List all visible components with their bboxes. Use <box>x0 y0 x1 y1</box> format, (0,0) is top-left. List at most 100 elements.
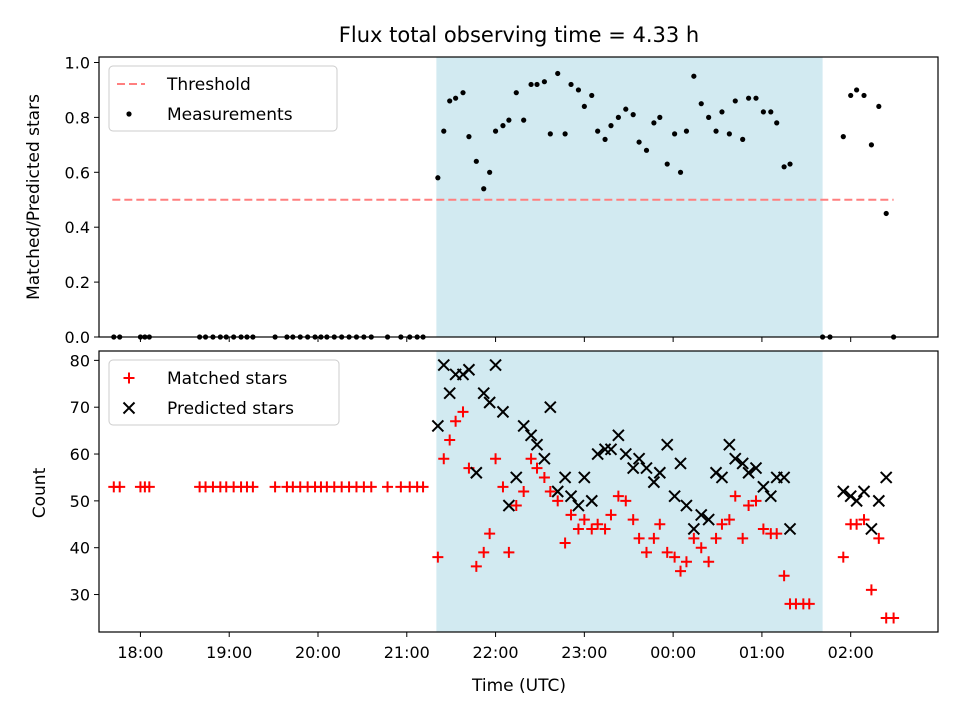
matched-star-point <box>803 598 815 610</box>
measurement-point <box>506 117 512 123</box>
predicted-star-point <box>489 358 502 372</box>
legend-label: Measurements <box>167 105 293 125</box>
legend-label: Predicted stars <box>167 399 294 419</box>
measurement-point <box>466 134 472 140</box>
series-measurements <box>111 70 897 340</box>
predicted-star-point <box>564 489 578 503</box>
matched-star-point <box>444 434 456 446</box>
predicted-star-point <box>470 466 483 479</box>
top-y-axis-label: Matched/Predicted stars <box>24 94 44 300</box>
observing-window-shade <box>436 351 823 632</box>
y-tick-label: 40 <box>70 539 90 558</box>
predicted-star-point <box>736 457 749 470</box>
measurement-point <box>595 128 601 134</box>
predicted-star-point <box>723 438 736 451</box>
matched-star-point <box>648 532 660 544</box>
matched-star-point <box>710 532 722 544</box>
x-tick-label: 19:00 <box>206 643 252 662</box>
legend-predicted-swatch <box>122 401 136 415</box>
measurement-point <box>435 175 441 181</box>
measurement-point <box>740 136 746 142</box>
measurement-point <box>492 128 499 134</box>
matched-star-point <box>858 514 870 526</box>
matched-star-point <box>531 462 543 474</box>
x-tick-label: 22:00 <box>473 643 519 662</box>
predicted-star-point <box>591 447 604 461</box>
matched-star-point <box>490 453 502 465</box>
measurement-point <box>883 210 889 217</box>
measurement-point <box>547 131 553 137</box>
predicted-star-point <box>551 485 564 498</box>
measurement-point <box>562 131 568 137</box>
matched-star-point <box>592 518 604 530</box>
predicted-star-point <box>695 508 708 522</box>
y-tick-label: 0.8 <box>65 108 90 127</box>
measurement-point <box>608 123 614 129</box>
predicted-star-point <box>880 471 893 484</box>
x-tick-label: 00:00 <box>650 643 696 662</box>
measurement-point <box>760 109 766 115</box>
predicted-star-point <box>538 452 551 465</box>
x-tick-label: 20:00 <box>295 643 341 662</box>
series-matched-stars <box>108 406 900 624</box>
predicted-star-point <box>524 429 538 442</box>
matched-star-point <box>559 537 571 549</box>
matched-star-point <box>544 486 556 497</box>
predicted-star-point <box>857 485 871 498</box>
matched-star-point <box>572 523 584 535</box>
measurement-point <box>698 101 704 107</box>
predicted-star-point <box>443 386 456 400</box>
measurement-point <box>643 147 650 153</box>
matched-star-point <box>612 490 624 502</box>
measurement-point <box>541 79 547 85</box>
measurement-point <box>602 136 608 142</box>
measurement-point <box>876 103 882 110</box>
matched-star-point <box>873 532 885 544</box>
measurement-point <box>664 161 670 167</box>
matched-star-point <box>865 584 877 596</box>
predicted-star-point <box>647 475 661 489</box>
matched-star-point <box>586 523 598 535</box>
predicted-star-point <box>872 494 886 508</box>
predicted-star-point <box>585 494 598 508</box>
matched-star-point <box>484 528 496 540</box>
predicted-star-point <box>850 494 863 508</box>
matched-star-point <box>143 481 155 493</box>
x-tick-label: 18:00 <box>117 643 163 662</box>
legend-measurement-swatch <box>126 111 132 117</box>
measurement-point <box>651 120 657 126</box>
measurement-point <box>726 131 732 137</box>
measurement-point <box>630 112 636 118</box>
legend-matched-swatch <box>123 372 135 384</box>
predicted-star-point <box>729 452 742 465</box>
measurement-point <box>487 169 493 175</box>
y-tick-label: 80 <box>70 351 90 370</box>
predicted-star-point <box>510 471 523 484</box>
measurement-point <box>868 142 875 148</box>
predicted-star-point <box>483 396 496 409</box>
measurement-point <box>521 117 527 123</box>
matched-star-point <box>620 495 632 507</box>
matched-star-point <box>578 514 590 526</box>
bottom-y-axis-label: Count <box>30 467 50 518</box>
matched-star-point <box>450 415 462 427</box>
matched-star-point <box>757 523 769 535</box>
matched-star-point <box>680 556 692 568</box>
measurement-point <box>732 98 738 104</box>
matched-star-point <box>633 532 645 544</box>
y-tick-label: 60 <box>70 445 90 464</box>
matched-star-point <box>599 523 611 535</box>
matched-star-point <box>525 453 537 465</box>
observing-window-shade <box>436 57 823 337</box>
matched-star-point <box>703 556 715 568</box>
predicted-star-point <box>837 485 850 498</box>
measurement-point <box>691 73 697 79</box>
measurement-point <box>555 70 561 77</box>
matched-star-point <box>565 509 577 521</box>
predicted-star-point <box>558 471 572 484</box>
measurement-point <box>745 95 752 101</box>
measurement-point <box>753 95 759 101</box>
measurement-point <box>713 128 719 134</box>
legend: Threshold Measurements <box>108 65 338 132</box>
